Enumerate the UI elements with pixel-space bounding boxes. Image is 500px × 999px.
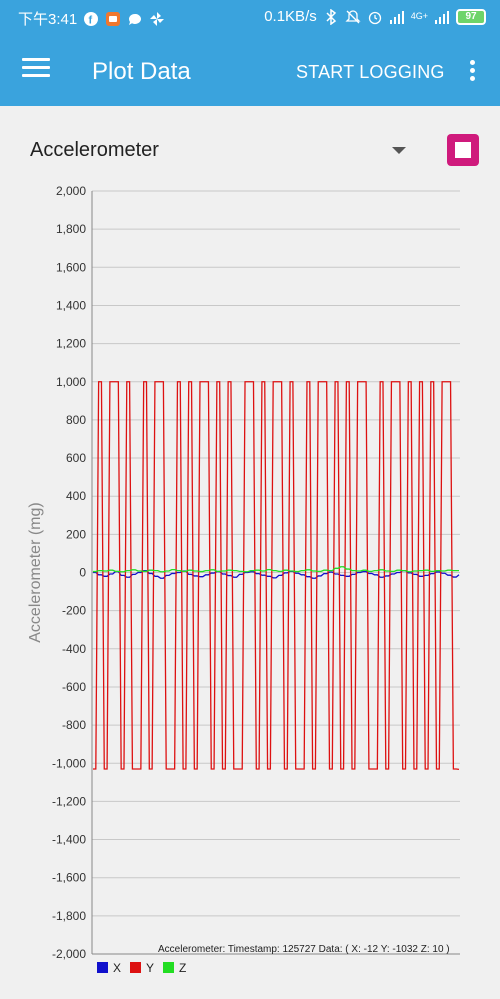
- signal-icon: [389, 10, 404, 24]
- status-time: 下午3:41: [18, 11, 78, 28]
- y-tick-label: -400: [62, 642, 86, 656]
- stop-button[interactable]: [447, 134, 479, 166]
- chart-grid: [91, 190, 460, 955]
- y-tick-label: -1,400: [52, 833, 86, 847]
- series-line-z: [93, 566, 459, 573]
- chart-info-text: Accelerometer: Timestamp: 125727 Data: (…: [158, 944, 450, 955]
- legend-swatch-z: [163, 962, 174, 973]
- dropdown-arrow-icon: [392, 147, 406, 154]
- y-tick-label: 1,000: [56, 375, 86, 389]
- y-tick-label: -2,000: [52, 947, 86, 961]
- y-tick-label: 1,600: [56, 260, 86, 274]
- facebook-icon: f: [84, 11, 99, 26]
- legend-label-y: Y: [146, 961, 154, 975]
- hamburger-icon[interactable]: [22, 58, 50, 82]
- more-vert-icon[interactable]: [470, 60, 476, 82]
- sensor-selected-value: Accelerometer: [30, 139, 159, 161]
- y-tick-label: 200: [66, 527, 86, 541]
- alarm-icon: [368, 11, 381, 24]
- sensor-dropdown[interactable]: Accelerometer: [30, 137, 410, 169]
- y-tick-label: -1,200: [52, 794, 86, 808]
- battery-icon: 97: [456, 8, 486, 25]
- status-bar-left: 下午3:41 f: [18, 8, 165, 29]
- y-tick-label: 1,400: [56, 298, 86, 312]
- y-tick-label: 1,200: [56, 337, 86, 351]
- bluetooth-icon: [326, 8, 336, 25]
- status-bar-right: 0.1KB/s 4G+ 97: [264, 8, 486, 25]
- y-tick-label: 1,800: [56, 222, 86, 236]
- stop-icon: [455, 142, 471, 158]
- pinwheel-icon: [150, 11, 165, 26]
- y-tick-label: -800: [62, 718, 86, 732]
- y-tick-label: 800: [66, 413, 86, 427]
- legend-label-z: Z: [179, 961, 186, 975]
- series-line-y: [93, 381, 460, 770]
- alarm-mute-icon: [345, 9, 361, 23]
- svg-text:f: f: [89, 14, 93, 26]
- net-type: 4G+: [410, 11, 428, 21]
- y-tick-label: -200: [62, 604, 86, 618]
- y-tick-label: -1,600: [52, 871, 86, 885]
- signal-4g-icon: [435, 10, 449, 24]
- app-icon: [106, 11, 121, 26]
- app-toolbar: Plot Data START LOGGING: [0, 36, 500, 106]
- y-tick-label: 600: [66, 451, 86, 465]
- chat-icon: [129, 13, 142, 25]
- net-speed: 0.1KB/s: [264, 8, 317, 25]
- y-tick-label: 0: [79, 566, 86, 580]
- start-logging-button[interactable]: START LOGGING: [296, 62, 445, 82]
- status-bar: 下午3:41 f 0.1KB/s 4G+ 97: [0, 0, 500, 36]
- legend-swatch-y: [130, 962, 141, 973]
- y-axis-title: Accelerometer (mg): [27, 502, 44, 642]
- y-tick-label: -1,000: [52, 756, 86, 770]
- legend-swatch-x: [97, 962, 108, 973]
- chart-series: [93, 381, 460, 770]
- y-tick-label: 400: [66, 489, 86, 503]
- legend-label-x: X: [113, 961, 121, 975]
- page-title: Plot Data: [92, 58, 191, 85]
- accelerometer-chart: 2,000 1,800 1,600 1,400 1,200 1,000 800 600 400 2…: [27, 184, 460, 975]
- chart-legend: X Y Z: [97, 961, 186, 975]
- y-tick-label: -600: [62, 680, 86, 694]
- y-tick-label: -1,800: [52, 909, 86, 923]
- y-tick-label: 2,000: [56, 184, 86, 198]
- y-tick-labels: 2,000 1,800 1,600 1,400 1,200 1,000 800 600 400 2…: [52, 184, 86, 961]
